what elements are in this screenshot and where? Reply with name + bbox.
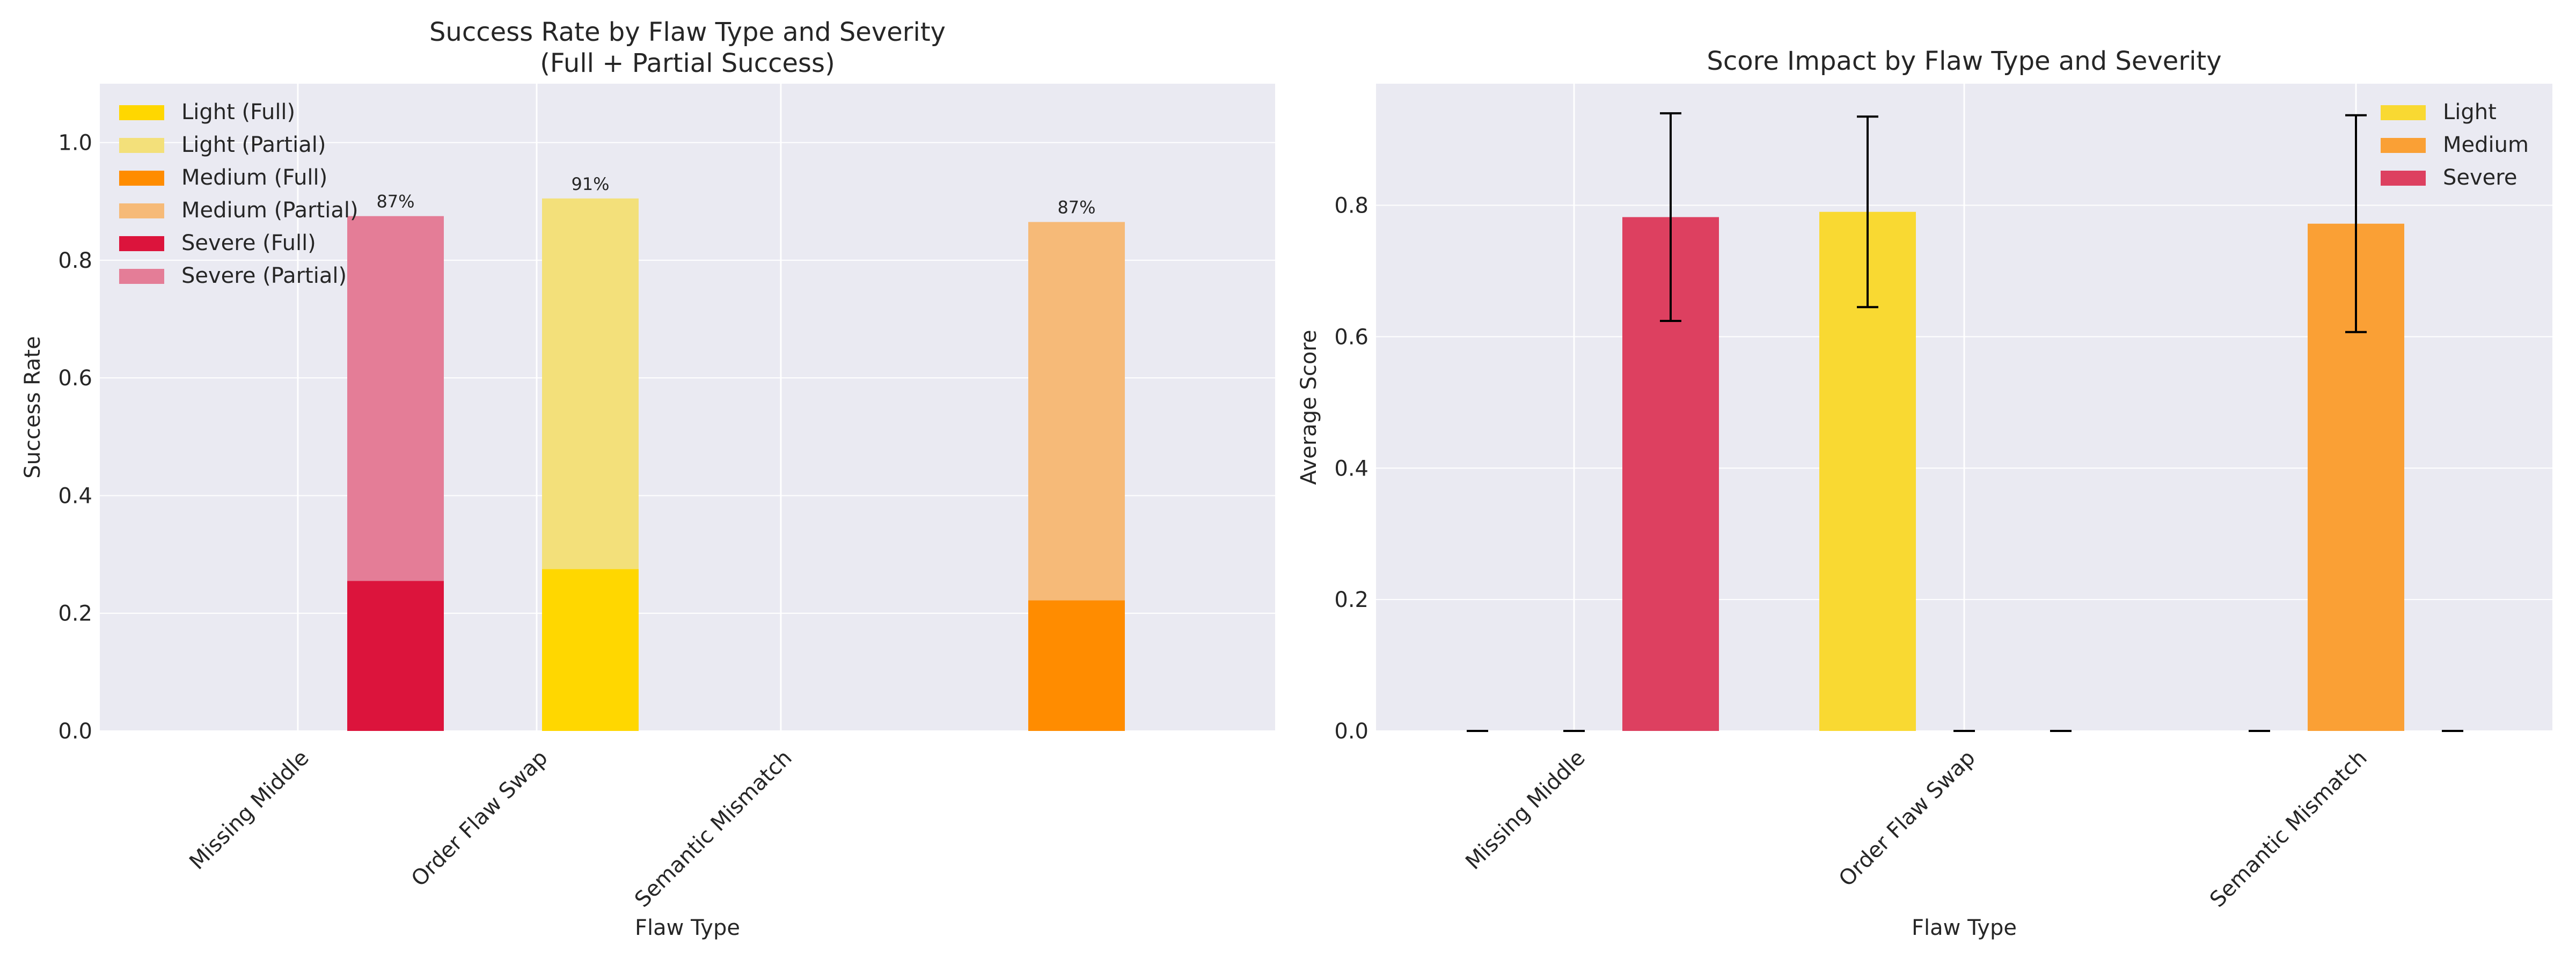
y-tick-label: 0.2 xyxy=(58,602,92,626)
score-impact-chart: 0.0 0.2 0.4 0.6 0.8 Missing Middle Order Flaw … xyxy=(1297,46,2552,940)
y-tick-label: 0.4 xyxy=(58,484,92,508)
legend-label: Light xyxy=(2443,100,2497,125)
bar-medium-full xyxy=(1028,600,1125,731)
y-axis-label: Success Rate xyxy=(20,336,45,478)
legend-swatch xyxy=(119,236,164,251)
y-axis-label: Average Score xyxy=(1297,330,1321,485)
x-axis-label: Flaw Type xyxy=(635,916,740,940)
x-tick-label: Missing Middle xyxy=(185,745,313,874)
legend-label: Severe (Full) xyxy=(181,231,316,255)
y-tick-label: 1.0 xyxy=(58,131,92,156)
bar-light-partial xyxy=(542,198,639,569)
bar-light-full xyxy=(542,569,639,731)
legend-swatch xyxy=(119,171,164,186)
x-tick-label: Order Flaw Swap xyxy=(407,745,553,891)
x-tick-label: Order Flaw Swap xyxy=(1834,745,1980,891)
legend-label: Severe (Partial) xyxy=(181,264,347,288)
legend-label: Light (Partial) xyxy=(181,133,326,157)
legend-swatch xyxy=(119,269,164,284)
y-tick-label: 0.6 xyxy=(58,366,92,391)
legend-swatch xyxy=(2381,105,2426,120)
chart-subtitle: (Full + Partial Success) xyxy=(540,48,835,78)
x-axis-label: Flaw Type xyxy=(1912,916,2017,940)
bar-medium-partial xyxy=(1028,222,1125,601)
x-tick-label: Missing Middle xyxy=(1461,745,1590,874)
legend-swatch xyxy=(119,138,164,153)
legend-swatch xyxy=(2381,138,2426,153)
legend-label: Medium (Full) xyxy=(181,165,327,190)
y-tick-label: 0.4 xyxy=(1334,456,1368,481)
y-tick-label: 0.0 xyxy=(1334,719,1368,744)
x-tick-label: Semantic Mismatch xyxy=(2205,745,2372,912)
bar-total-label: 87% xyxy=(376,192,414,212)
bar-total-label: 87% xyxy=(1057,197,1095,218)
legend-swatch xyxy=(119,203,164,218)
legend-label: Medium (Partial) xyxy=(181,198,358,223)
bar-severe-partial xyxy=(347,216,444,581)
x-tick-label: Semantic Mismatch xyxy=(630,745,797,912)
legend-label: Medium xyxy=(2443,133,2529,157)
legend-label: Light (Full) xyxy=(181,100,295,125)
bar-total-label: 91% xyxy=(571,174,609,194)
legend-swatch xyxy=(2381,171,2426,186)
y-tick-label: 0.8 xyxy=(58,248,92,273)
y-tick-label: 0.8 xyxy=(1334,194,1368,218)
legend-swatch xyxy=(119,105,164,120)
chart-title: Success Rate by Flaw Type and Severity xyxy=(429,17,946,47)
bar-severe-full xyxy=(347,581,444,731)
chart-title: Score Impact by Flaw Type and Severity xyxy=(1707,46,2221,76)
y-tick-label: 0.6 xyxy=(1334,325,1368,349)
legend-label: Severe xyxy=(2443,165,2517,190)
y-tick-label: 0.2 xyxy=(1334,588,1368,612)
success-rate-chart: 0.0 0.2 0.4 0.6 0.8 1.0 87% 91% 87% Missing Middl… xyxy=(20,17,1275,940)
y-tick-label: 0.0 xyxy=(58,719,92,744)
